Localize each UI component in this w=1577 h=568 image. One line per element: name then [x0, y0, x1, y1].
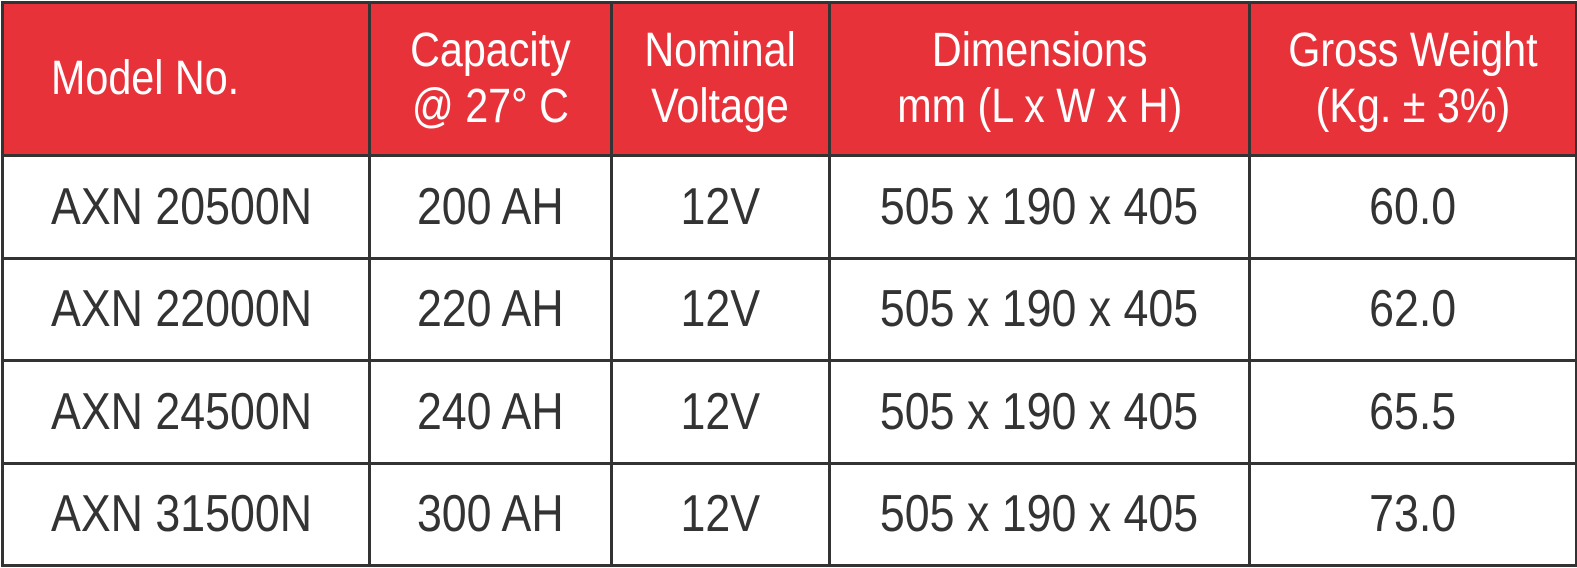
cell-text: 73.0 [1369, 485, 1457, 544]
header-text: Dimensions [931, 24, 1148, 77]
header-text: Capacity [410, 24, 571, 77]
cell-text: 505 x 190 x 405 [880, 280, 1199, 339]
table-cell: 240 AH [368, 359, 613, 465]
cell-text: 505 x 190 x 405 [880, 485, 1199, 544]
header-cell: Capacity @ 27° C [368, 1, 613, 157]
table-cell: 505 x 190 x 405 [828, 461, 1251, 567]
table-cell: AXN 31500N [1, 461, 371, 567]
cell-text: 12V [680, 280, 761, 339]
table-cell: 300 AH [368, 461, 613, 567]
cell-text: 65.5 [1369, 382, 1457, 441]
cell-text: AXN 31500N [51, 485, 313, 544]
header-text: Model No. [51, 52, 240, 105]
table-row: AXN 20500N 200 AH 12V 505 x 190 x 405 60.0 [1, 154, 1577, 260]
table-cell: AXN 20500N [1, 154, 371, 260]
table-row: AXN 31500N 300 AH 12V 505 x 190 x 405 73.0 [1, 461, 1577, 567]
header-text: Gross Weight [1288, 24, 1538, 77]
header-text: Nominal [644, 24, 797, 77]
table-cell: 62.0 [1248, 256, 1577, 362]
table-cell: 12V [610, 256, 831, 362]
table-row: AXN 22000N 220 AH 12V 505 x 190 x 405 62.0 [1, 256, 1577, 362]
table-cell: 220 AH [368, 256, 613, 362]
header-cell: Nominal Voltage [610, 1, 831, 157]
header-cell: Dimensions mm (L x W x H) [828, 1, 1251, 157]
header-text: (Kg. ± 3%) [1315, 80, 1511, 133]
cell-text: AXN 22000N [51, 280, 313, 339]
cell-text: 12V [680, 177, 761, 236]
table-cell: 12V [610, 461, 831, 567]
cell-text: AXN 20500N [51, 177, 313, 236]
header-text: Voltage [651, 80, 790, 133]
header-row: Model No. Capacity @ 27° C Nominal Voltage… [1, 1, 1577, 157]
table-cell: AXN 24500N [1, 359, 371, 465]
header-text: @ 27° C [411, 80, 570, 133]
table-cell: 65.5 [1248, 359, 1577, 465]
table-cell: 505 x 190 x 405 [828, 359, 1251, 465]
table-cell: 505 x 190 x 405 [828, 154, 1251, 260]
table-cell: 12V [610, 154, 831, 260]
table-row: AXN 24500N 240 AH 12V 505 x 190 x 405 65.5 [1, 359, 1577, 465]
table-body: AXN 20500N 200 AH 12V 505 x 190 x 405 60.0 AX… [1, 154, 1577, 567]
cell-text: 62.0 [1369, 280, 1457, 339]
cell-text: 12V [680, 485, 761, 544]
table-cell: 73.0 [1248, 461, 1577, 567]
table-cell: AXN 22000N [1, 256, 371, 362]
header-cell: Gross Weight (Kg. ± 3%) [1248, 1, 1577, 157]
cell-text: 505 x 190 x 405 [880, 177, 1199, 236]
cell-text: 220 AH [417, 280, 564, 339]
cell-text: 300 AH [417, 485, 564, 544]
cell-text: 200 AH [417, 177, 564, 236]
header-text: mm (L x W x H) [896, 80, 1183, 133]
cell-text: 240 AH [417, 382, 564, 441]
header-cell: Model No. [1, 1, 371, 157]
cell-text: 505 x 190 x 405 [880, 382, 1199, 441]
cell-text: AXN 24500N [51, 382, 313, 441]
table-cell: 505 x 190 x 405 [828, 256, 1251, 362]
cell-text: 60.0 [1369, 177, 1457, 236]
cell-text: 12V [680, 382, 761, 441]
table-cell: 12V [610, 359, 831, 465]
table-cell: 60.0 [1248, 154, 1577, 260]
table-cell: 200 AH [368, 154, 613, 260]
